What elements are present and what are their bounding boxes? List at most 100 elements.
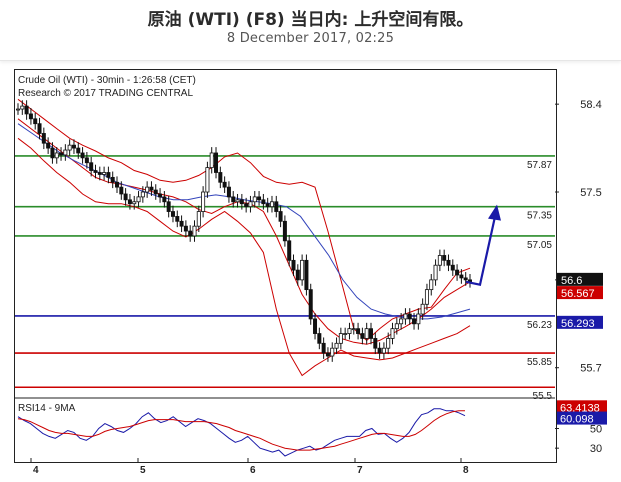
candle-body <box>145 186 150 193</box>
candle-body <box>412 318 417 325</box>
candle-body <box>71 144 76 149</box>
candle-body <box>343 333 348 335</box>
candle-body <box>390 328 395 339</box>
candle-body <box>205 167 210 193</box>
chart-frame <box>14 69 557 463</box>
candle-body <box>115 181 120 188</box>
price-tag <box>557 272 603 286</box>
candle-body <box>455 269 460 276</box>
candle-body <box>170 211 175 217</box>
x-tick-label: 6 <box>250 465 256 476</box>
rsi-price-tag-label: 60.098 <box>560 414 594 426</box>
candle-body <box>201 191 206 212</box>
candle-body <box>304 259 309 291</box>
candle-body <box>282 220 287 242</box>
chart-source: Research © 2017 TRADING CENTRAL <box>18 88 193 99</box>
candle-body <box>76 147 81 154</box>
candle-body <box>377 347 382 354</box>
candle-body <box>50 147 55 159</box>
candle-body <box>278 211 283 222</box>
candle-body <box>196 211 201 227</box>
candle-body <box>399 318 404 325</box>
candle-body <box>214 152 219 173</box>
series-line <box>17 137 471 377</box>
candle-body <box>218 172 223 183</box>
page-header: 原油 (WTI) (F8) 当日内: 上升空间有限。 8 December 20… <box>0 0 621 61</box>
candle-body <box>295 269 300 281</box>
x-tick-label: 8 <box>463 465 469 476</box>
candle-body <box>102 172 107 175</box>
candle-body <box>416 313 421 325</box>
level-label: 56.23 <box>527 320 552 331</box>
price-tag-label: 56.293 <box>561 318 595 330</box>
candle-body <box>20 105 25 110</box>
candle-body <box>140 191 145 198</box>
level-label: 57.87 <box>527 160 552 171</box>
candle-body <box>153 189 158 195</box>
candle-body <box>106 172 111 178</box>
candle-body <box>338 333 343 344</box>
price-tag-label: 56.6 <box>561 275 582 287</box>
rsi-title: RSI14 - 9MA <box>18 403 76 414</box>
candle-body <box>59 152 64 156</box>
candle-body <box>28 113 33 120</box>
candle-body <box>330 347 335 357</box>
candle-body <box>41 133 46 144</box>
candle-body <box>446 259 451 266</box>
candle-body <box>313 318 318 334</box>
candle-body <box>334 342 339 349</box>
candle-body <box>437 255 442 266</box>
x-tick-label: 5 <box>140 465 146 476</box>
y-tick-label: 55.7 <box>580 363 601 375</box>
candle-body <box>317 333 322 344</box>
candle-body <box>127 199 132 205</box>
level-label: 57.35 <box>527 211 552 222</box>
candle-body <box>24 105 29 115</box>
candle-body <box>463 277 468 281</box>
candle-body <box>149 186 154 191</box>
candle-body <box>89 162 94 171</box>
rsi-price-tag-label: 63.4138 <box>560 402 600 414</box>
candle-body <box>308 289 313 320</box>
y-tick-label: 57.5 <box>580 187 601 199</box>
candle-body <box>433 264 438 281</box>
candle-body <box>424 289 429 305</box>
candle-body <box>351 328 356 331</box>
candle-body <box>80 152 85 159</box>
candle-body <box>209 152 214 169</box>
candle-body <box>231 196 236 203</box>
candle-body <box>192 225 197 237</box>
candle-body <box>136 196 141 203</box>
candle-body <box>300 259 305 281</box>
candle-body <box>183 225 188 232</box>
chart-title: Crude Oil (WTI) - 30min - 1:26:58 (CET) <box>18 75 196 86</box>
candle-body <box>248 201 253 208</box>
candle-body <box>84 157 89 164</box>
candle-body <box>175 216 180 222</box>
series-line <box>17 118 471 345</box>
candle-body <box>347 328 352 334</box>
candle-body <box>287 240 292 261</box>
candle-body <box>459 274 464 279</box>
candle-body <box>37 123 42 134</box>
rsi-series-line <box>17 410 465 451</box>
candle-body <box>442 255 447 261</box>
candle-body <box>158 193 163 198</box>
candle-body <box>257 196 262 201</box>
candle-body <box>368 328 373 339</box>
candle-body <box>67 144 72 151</box>
candle-body <box>403 313 408 320</box>
candle-body <box>63 149 68 156</box>
candle-body <box>420 303 425 315</box>
candle-body <box>54 152 59 159</box>
candle-body <box>93 170 98 173</box>
candle-body <box>123 193 128 201</box>
candle-body <box>265 203 270 208</box>
candle-body <box>356 328 361 334</box>
candle-body <box>188 230 193 237</box>
projection-arrowhead <box>488 204 501 221</box>
x-tick-label: 4 <box>33 465 39 476</box>
level-label: 57.05 <box>527 240 552 251</box>
candle-body <box>291 259 296 271</box>
